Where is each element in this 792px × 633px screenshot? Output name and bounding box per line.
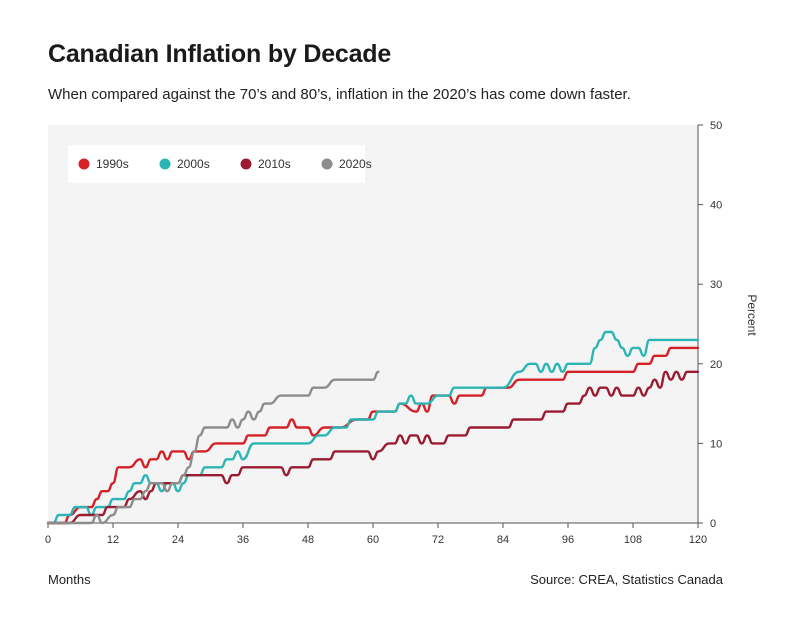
x-tick-label: 24 <box>172 534 184 546</box>
y-axis-ticks: 0 10 20 30 40 50 <box>698 120 722 530</box>
x-tick-label: 48 <box>302 534 314 546</box>
legend-label-2000s: 2000s <box>177 157 210 171</box>
y-tick-label: 20 <box>710 359 722 371</box>
x-tick-label: 108 <box>624 534 642 546</box>
legend-swatch-2020s <box>321 158 333 170</box>
series-line-1990s <box>46 346 700 525</box>
legend-label-1990s: 1990s <box>96 157 129 171</box>
legend-swatch-2000s <box>159 158 171 170</box>
x-tick-label: 0 <box>45 534 51 546</box>
x-axis-label: Months <box>48 572 91 587</box>
y-tick-label: 0 <box>710 518 716 530</box>
legend: 1990s 2000s 2010s 2020s <box>68 145 372 183</box>
chart-subtitle: When compared against the 70’s and 80’s,… <box>48 86 631 103</box>
y-axis-label: Percent <box>745 294 759 336</box>
y-tick-label: 40 <box>710 200 722 212</box>
source-note: Source: CREA, Statistics Canada <box>530 572 723 587</box>
legend-swatch-1990s <box>78 158 90 170</box>
plot-background <box>48 125 698 523</box>
series-line-2020s <box>46 370 380 525</box>
legend-label-2010s: 2010s <box>258 157 291 171</box>
legend-background <box>68 145 365 183</box>
x-tick-label: 36 <box>237 534 249 546</box>
series-line-2000s <box>46 330 700 525</box>
y-tick-label: 50 <box>710 120 722 132</box>
x-tick-label: 12 <box>107 534 119 546</box>
y-tick-label: 30 <box>710 279 722 291</box>
x-tick-label: 84 <box>497 534 509 546</box>
x-tick-label: 120 <box>689 534 707 546</box>
x-tick-label: 96 <box>562 534 574 546</box>
x-tick-label: 60 <box>367 534 379 546</box>
series-lines <box>46 330 700 525</box>
legend-label-2020s: 2020s <box>339 157 372 171</box>
x-tick-label: 72 <box>432 534 444 546</box>
x-axis-ticks: 0 12 24 36 48 60 72 84 96 108 120 <box>45 523 707 546</box>
legend-swatch-2010s <box>240 158 252 170</box>
y-tick-label: 10 <box>710 438 722 450</box>
chart-title: Canadian Inflation by Decade <box>48 40 392 68</box>
